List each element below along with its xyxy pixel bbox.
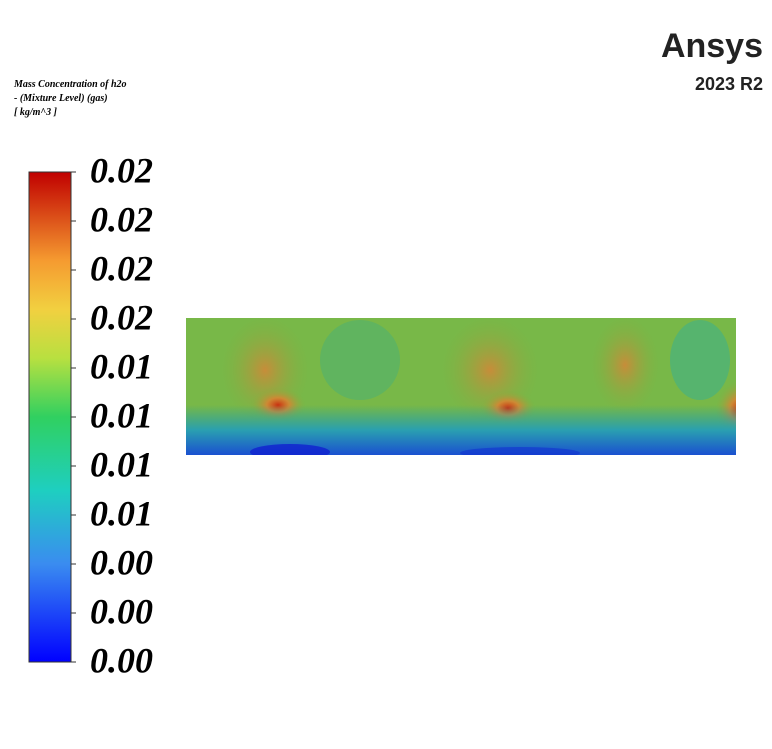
colorbar [28,171,72,663]
legend-title: - (Mixture Level) (gas) [14,93,108,104]
colorbar-label: 0.02 [90,248,153,288]
legend-title: [ kg/m^3 ] [14,107,58,118]
colorbar-label: 0.02 [90,150,153,190]
colorbar-label: 0.01 [90,346,153,386]
colorbar-labels: 0.02 0.02 0.02 0.02 0.01 0.01 0.01 0.01 0.00 0.00… [71,150,153,680]
colorbar-label: 0.00 [90,591,153,631]
colorbar-label: 0.01 [90,444,153,484]
colorbar-label: 0.02 [90,297,153,337]
colorbar-label: 0.00 [90,542,153,582]
logo-version: 2023 R2 [695,74,763,94]
colorbar-label: 0.00 [90,640,153,680]
logo-name: Ansys [661,27,763,65]
colorbar-label: 0.02 [90,199,153,239]
colorbar-label: 0.01 [90,493,153,533]
contour [186,318,736,455]
colorbar-label: 0.01 [90,395,153,435]
legend-title: Mass Concentration of h2o [13,79,127,90]
